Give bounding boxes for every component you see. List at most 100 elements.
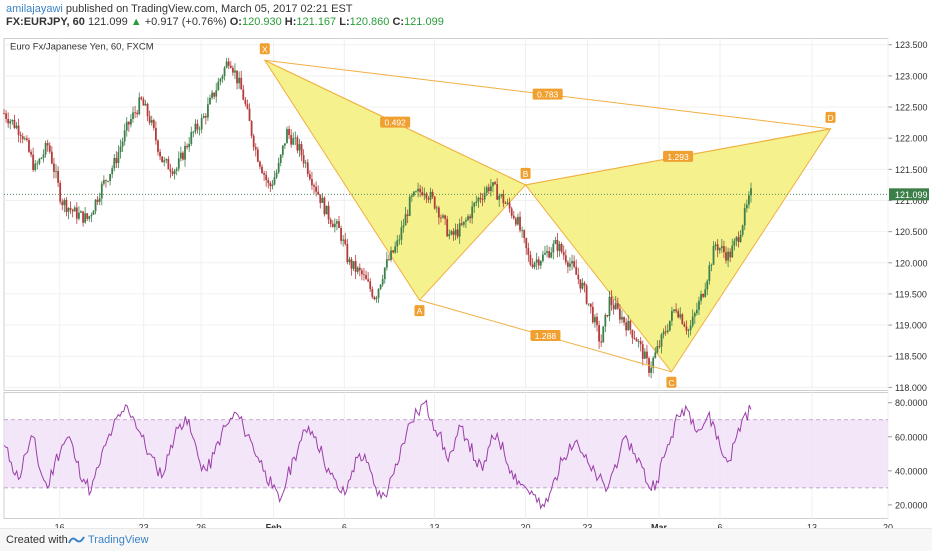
candle-body [448,234,451,237]
candle-body [706,280,709,290]
author-link[interactable]: amilajayawi [6,3,63,15]
candle-body [660,334,663,347]
candle-body [456,229,459,237]
candle-body [9,121,12,124]
candle-body [462,221,465,225]
candle-body [236,70,238,84]
candle-body [344,239,347,244]
candle-body [523,230,526,239]
candle-body [367,279,370,282]
x-tick-label: 20 [521,523,531,529]
candle-body [184,145,186,160]
price-tick-label: 119.000 [895,321,927,331]
candle-body [548,251,551,258]
candle-body [510,208,513,216]
candle-body [712,246,715,265]
candle-body [215,90,218,97]
pattern-point-badge [825,111,836,123]
candle-body [662,331,665,335]
price-chart-svg[interactable]: 123.500 123.000 122.500 122.000 121.500 121.0… [0,30,932,533]
candle-body [159,151,161,157]
candle-body [598,325,600,342]
candle-body [290,135,293,145]
rsi-tick-label: 20.0000 [895,500,928,510]
candle-body [591,306,594,323]
candle-body [681,314,684,324]
candle-body [381,279,384,285]
candle-body [492,182,494,187]
candle-body [373,296,376,300]
candle-body [475,201,478,203]
candle-body [614,303,617,310]
candle-body [564,255,567,263]
candle-body [225,61,228,68]
rsi-tick-label: 80.0000 [895,398,928,408]
high-value: 121.167 [296,16,337,28]
candle-body [741,225,744,235]
tradingview-brand-link[interactable]: TradingView [88,534,149,546]
x-tick-label: 16 [55,523,65,529]
candle-body [67,207,70,212]
candle-body [494,182,496,185]
candle-body [404,214,407,226]
candle-body [34,163,37,170]
candle-body [256,149,259,162]
candle-body [398,239,401,241]
price-tick-label: 120.500 [895,227,928,237]
candle-body [263,173,265,175]
pattern-point-badge [414,305,425,317]
candle-body [604,314,607,327]
chart-title: Euro Fx/Japanese Yen, 60, FXCM [10,42,154,53]
candle-body [377,288,380,298]
candle-body [111,168,114,175]
candle-body [223,67,226,77]
candle-body [179,152,182,159]
candle-body [652,357,655,368]
high-label: H: [284,16,297,28]
created-with-label: Created with [6,534,68,546]
candle-body [394,246,397,253]
candle-body [329,219,332,224]
candle-body [292,138,295,145]
candle-body [427,198,430,200]
candle-body [379,284,382,289]
candle-body [406,214,409,216]
candle-body [315,186,318,192]
candle-body [750,188,752,196]
candle-body [433,196,436,209]
pattern-point-d: D [827,113,833,123]
candle-body [55,171,57,172]
candle-body [469,216,471,219]
candle-body [296,137,299,151]
candle-body [102,180,105,184]
candle-body [410,195,413,197]
candle-body [15,125,18,128]
candle-body [244,99,247,105]
candle-body [363,274,365,276]
candle-body [171,171,174,174]
candle-body [252,135,255,148]
candle-body [517,216,519,225]
candle-body [402,225,405,228]
candle-body [281,145,284,155]
price-tick-label: 119.500 [895,289,927,299]
candle-body [88,216,91,219]
candle-body [529,254,532,265]
candle-body [119,146,122,153]
x-tick-label: 13 [430,523,440,529]
candle-body [313,185,315,187]
candle-body [483,192,486,200]
candle-body [308,174,311,180]
candle-body [729,251,732,258]
candle-body [425,193,428,199]
candle-body [240,77,243,90]
candle-body [219,78,222,82]
candle-body [408,196,411,216]
candle-body [654,352,657,358]
candle-body [190,131,193,144]
candle-body [188,143,191,148]
chart-area[interactable]: 123.500 123.000 122.500 122.000 121.500 121.0… [0,30,932,533]
candle-body [36,163,39,165]
candle-body [629,320,632,330]
candle-body [134,112,136,114]
